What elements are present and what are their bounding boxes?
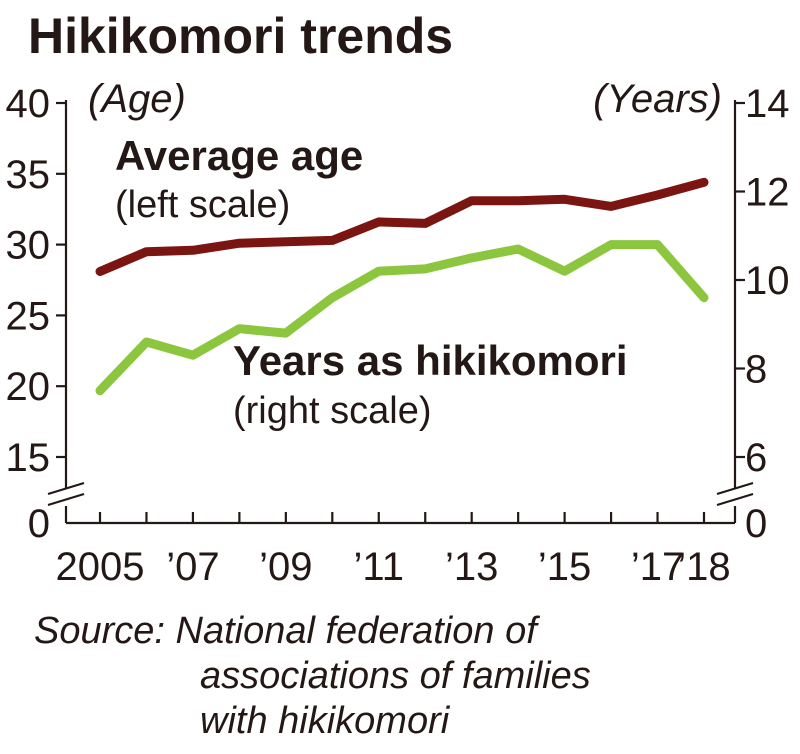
right-axis-break [716,481,754,507]
left-tick-label: 0 [28,502,50,546]
source-line-1: Source: National federation of [34,610,540,652]
left-tick-label: 20 [6,365,51,409]
chart-title: Hikikomori trends [28,8,453,64]
source-line-2: associations of families [200,655,591,697]
x-tick-label: ’11 [354,545,404,589]
left-axis-ticks: 40 35 30 25 20 15 0 [6,82,66,546]
right-tick-label: 14 [745,82,790,126]
left-tick-label: 35 [6,153,51,197]
left-tick-label: 40 [6,82,51,126]
x-axis-ticks: 2005 ’07 ’09 ’11 ’13 ’15 ’17’18 [56,512,731,589]
series-line-average-age [95,177,709,276]
right-tick-label: 0 [745,502,767,546]
left-axis-unit: (Age) [88,77,186,121]
x-tick-label: 2005 [56,545,145,589]
left-tick-label: 15 [6,436,51,480]
left-tick-label: 30 [6,224,51,268]
axes [47,100,754,525]
left-tick-label: 25 [6,294,51,338]
series-label-average-age-scale: (left scale) [115,184,290,226]
right-tick-label: 10 [745,259,790,303]
series-line-years-as-hikikomori [95,240,709,396]
series-lines [95,177,709,396]
x-tick-label: ’07 [166,545,219,589]
right-tick-label: 12 [745,171,790,215]
series-label-average-age: Average age [115,132,363,179]
x-tick-label: ’13 [445,545,498,589]
right-axis-ticks: 14 12 10 8 6 0 [735,82,790,546]
source-line-3: with hikikomori [200,700,451,742]
right-tick-label: 8 [745,348,767,392]
x-tick-label: ’15 [538,545,591,589]
x-tick-label: ’17 [631,545,684,589]
series-label-years-as-hikikomori: Years as hikikomori [233,337,628,384]
x-tick-label: ’18 [677,545,730,589]
series-label-years-scale: (right scale) [233,390,432,432]
left-axis-break [47,481,85,507]
x-tick-label: ’09 [259,545,312,589]
right-tick-label: 6 [745,436,767,480]
right-axis-unit: (Years) [593,77,722,121]
